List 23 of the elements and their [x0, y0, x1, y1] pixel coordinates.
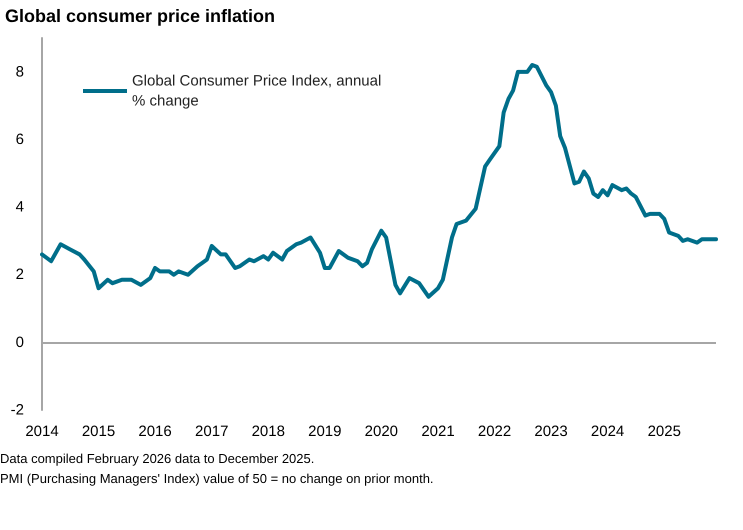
x-tick-label: 2023 [534, 423, 568, 440]
chart-title: Global consumer price inflation [5, 6, 276, 26]
x-tick-label: 2016 [138, 423, 172, 440]
x-tick-label: 2017 [195, 423, 228, 440]
x-tick-label: 2025 [648, 423, 681, 440]
y-tick-label: 2 [16, 266, 24, 284]
x-tick-label: 2018 [252, 423, 285, 440]
x-tick-label: 2020 [364, 423, 398, 440]
y-tick-label: 0 [16, 334, 24, 351]
text: PMI (Purchasing Managers' Index) value of 50 = no change on prior month. [0, 471, 434, 486]
x-tick-label: 2021 [421, 423, 455, 440]
x-tick-label: 2024 [590, 423, 624, 440]
line-series [40, 63, 718, 299]
y-tick-label: 8 [16, 63, 24, 80]
legend-label: Global Consumer Price Index, annual % change [132, 72, 386, 110]
x-tick-label: 2019 [308, 423, 342, 440]
y-tick-label: 6 [16, 130, 24, 148]
x-tick-label: 2015 [82, 423, 116, 440]
x-tick-label: 2022 [478, 423, 512, 440]
text: Data compiled February 2026 data to December 2025. [0, 451, 314, 466]
x-tick-label: 2014 [25, 423, 59, 440]
y-tick-label: -2 [10, 402, 24, 418]
y-tick-label: 4 [16, 198, 24, 216]
